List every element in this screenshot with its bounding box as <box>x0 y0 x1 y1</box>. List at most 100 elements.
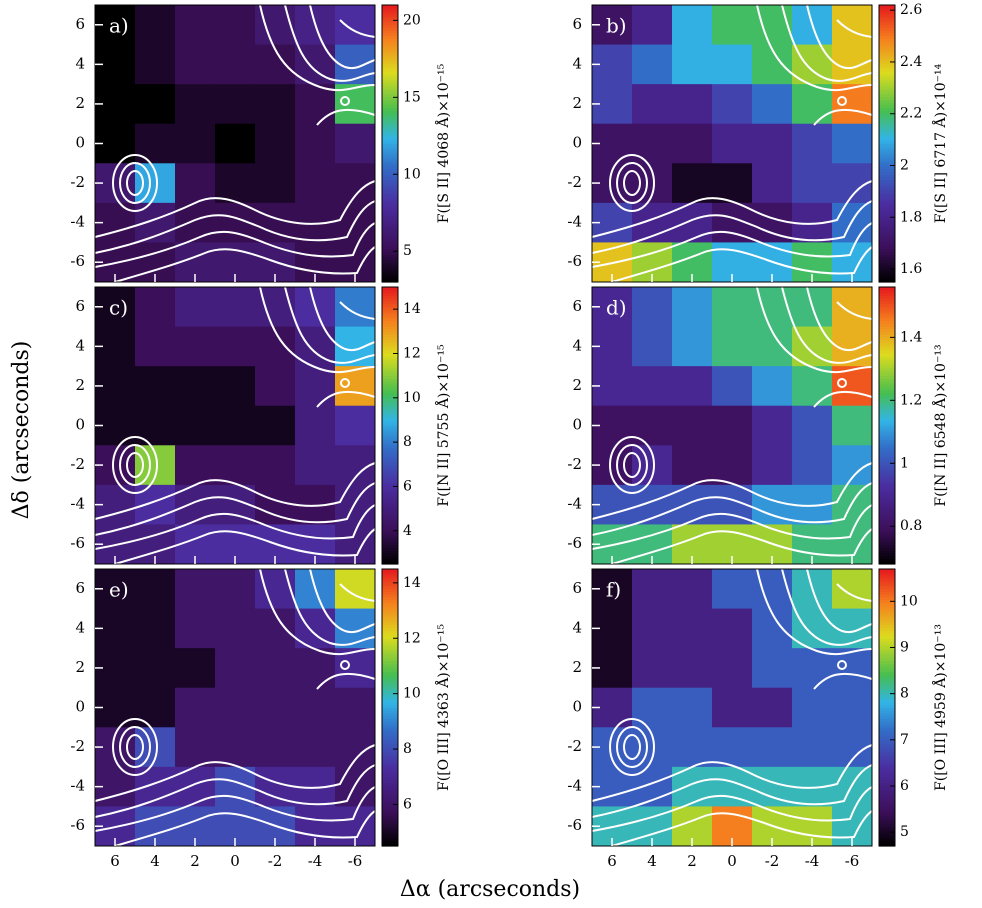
pixel <box>255 648 296 689</box>
pixel <box>335 687 376 728</box>
colorbar-step <box>382 403 398 407</box>
colorbar-step <box>382 701 398 706</box>
colorbar-step <box>879 5 895 9</box>
colorbar-step <box>382 364 398 368</box>
colorbar-step <box>879 652 895 656</box>
colorbar-label: F([S II] 6717 Å)×10⁻¹⁴ <box>931 63 949 223</box>
colorbar-step <box>382 198 398 203</box>
colorbar-step <box>879 63 895 67</box>
colorbar-step <box>879 660 895 664</box>
y-tick-label: -4 <box>70 213 85 231</box>
colorbar-step <box>382 821 398 825</box>
colorbar-step <box>382 328 398 332</box>
panel-label: b) <box>606 14 627 38</box>
y-tick-label: -4 <box>70 777 85 795</box>
pixel <box>632 366 673 407</box>
colorbar-step <box>879 721 895 725</box>
colorbar-step <box>879 433 895 438</box>
colorbar-step <box>879 392 895 396</box>
colorbar-step <box>879 569 895 573</box>
colorbar-step <box>879 577 895 581</box>
colorbar-step <box>382 699 398 703</box>
colorbar-step <box>879 812 895 817</box>
pixel <box>175 648 216 689</box>
colorbar-tick-label: 1 <box>900 455 909 471</box>
colorbar-step <box>382 533 398 537</box>
y-tick-label: 2 <box>75 94 85 112</box>
pixel <box>135 287 176 328</box>
colorbar-step <box>382 749 398 753</box>
pixel <box>295 648 336 689</box>
x-axis-label: Δα (arcseconds) <box>400 877 580 902</box>
pixel <box>632 687 673 728</box>
colorbar-step <box>382 104 398 109</box>
colorbar-step <box>382 372 398 377</box>
pixel <box>632 123 673 164</box>
colorbar-step <box>879 552 895 557</box>
pixel <box>175 366 216 407</box>
colorbar-step <box>382 254 398 258</box>
pixel <box>712 5 753 46</box>
colorbar-step <box>382 450 398 454</box>
colorbar-step <box>382 32 398 37</box>
pixel <box>672 123 713 164</box>
pixel <box>832 484 873 525</box>
y-tick-label: -4 <box>70 495 85 513</box>
colorbar-step <box>879 71 895 75</box>
colorbar-step <box>382 635 398 639</box>
colorbar-step <box>879 270 895 275</box>
colorbar-step <box>382 665 398 670</box>
pixel <box>792 405 833 446</box>
colorbar-step <box>879 171 895 175</box>
pixel <box>672 445 713 486</box>
colorbar-step <box>382 577 398 581</box>
colorbar-step <box>879 519 895 524</box>
colorbar-step <box>879 90 895 95</box>
pixel <box>215 163 256 204</box>
pixel <box>752 648 793 689</box>
colorbar-tick-label: 1.8 <box>900 209 922 225</box>
colorbar-step <box>382 654 398 659</box>
colorbar-step <box>382 469 398 474</box>
pixel <box>632 405 673 446</box>
colorbar-step <box>382 46 398 50</box>
colorbar-step <box>382 417 398 421</box>
colorbar-step <box>382 641 398 645</box>
colorbar-step <box>382 649 398 653</box>
colorbar-step <box>382 514 398 518</box>
colorbar-step <box>879 350 895 355</box>
pixel <box>215 727 256 768</box>
colorbar-step <box>382 444 398 449</box>
pixel <box>632 44 673 85</box>
colorbar-step <box>879 289 895 294</box>
colorbar-step <box>382 162 398 167</box>
colorbar-step <box>879 279 895 283</box>
colorbar-step <box>382 558 398 562</box>
colorbar-step <box>879 483 895 488</box>
colorbar-step <box>879 311 895 316</box>
colorbar-step <box>382 74 398 78</box>
pixel <box>175 287 216 328</box>
pixel <box>255 366 296 407</box>
y-tick-label: 0 <box>572 698 582 716</box>
colorbar-step <box>382 433 398 438</box>
colorbar-step <box>382 215 398 219</box>
colorbar-step <box>879 809 895 814</box>
colorbar-step <box>879 41 895 45</box>
y-tick-label: -6 <box>567 252 582 270</box>
y-tick-label: -2 <box>70 455 85 473</box>
colorbar-step <box>879 713 895 717</box>
colorbar-step <box>879 798 895 803</box>
colorbar-step <box>382 782 398 786</box>
colorbar-step <box>879 359 895 363</box>
colorbar-step <box>879 345 895 349</box>
colorbar-step <box>382 580 398 584</box>
colorbar-step <box>382 544 398 548</box>
pixel <box>632 569 673 610</box>
colorbar-step <box>382 27 398 31</box>
colorbar-step <box>879 665 895 670</box>
colorbar-step <box>879 732 895 736</box>
pixel <box>672 163 713 204</box>
colorbar-step <box>382 18 398 23</box>
colorbar-tick-label: 14 <box>403 575 421 591</box>
